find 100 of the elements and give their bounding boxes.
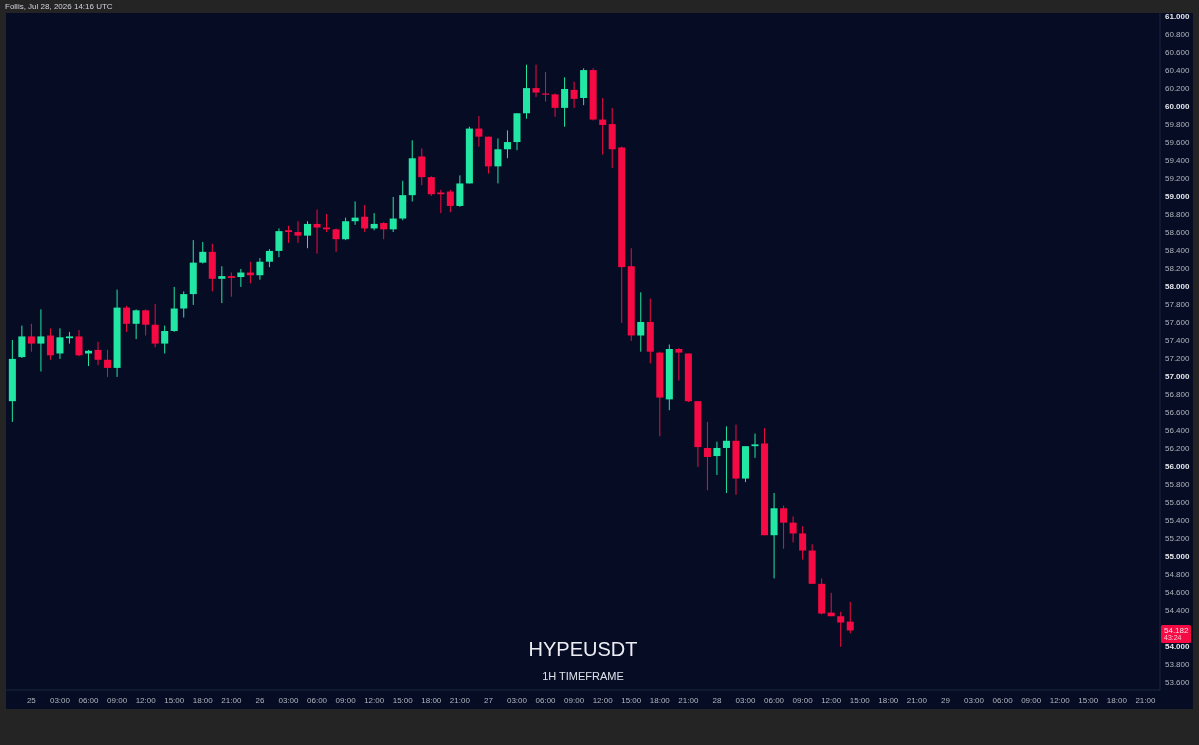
candlestick xyxy=(503,129,511,159)
y-tick-label: 58.200 xyxy=(1165,264,1191,274)
candlestick xyxy=(494,137,502,184)
x-tick-label: 03:00 xyxy=(506,696,528,706)
y-tick-label: 56.200 xyxy=(1165,443,1191,453)
x-tick-label: 09:00 xyxy=(107,696,128,706)
candlestick xyxy=(675,347,683,381)
candlestick xyxy=(199,241,207,265)
candlestick xyxy=(846,601,854,634)
x-tick-label: 15:00 xyxy=(849,696,871,706)
candlestick xyxy=(599,97,607,156)
x-tick-label: 18:00 xyxy=(421,696,442,706)
y-tick-label: 53.800 xyxy=(1165,659,1191,669)
x-tick-label: 21:00 xyxy=(221,696,242,706)
x-tick-label: 03:00 xyxy=(964,696,985,706)
x-tick-label: 03:00 xyxy=(735,696,757,706)
candlestick xyxy=(456,174,464,208)
y-tick-label: 55.000 xyxy=(1165,551,1191,561)
candlestick xyxy=(123,305,131,333)
candlestick xyxy=(275,227,283,258)
y-tick-label: 56.000 xyxy=(1165,461,1191,471)
candlestick xyxy=(303,220,312,249)
text: Follis, Jul 28, 2026 14:16 UTC xyxy=(5,2,113,12)
y-tick-label: 61.000 xyxy=(1165,12,1191,22)
x-tick-label: 27 xyxy=(483,696,494,706)
y-tick-label: 58.000 xyxy=(1165,282,1191,292)
candlestick xyxy=(256,257,264,281)
candlestick xyxy=(837,611,845,648)
candlestick xyxy=(722,425,730,494)
x-tick-label: 21:00 xyxy=(449,696,471,706)
y-tick-label: 55.200 xyxy=(1165,533,1191,543)
x-tick-label: 09:00 xyxy=(1021,696,1042,706)
y-tick-label: 59.000 xyxy=(1165,192,1191,202)
candlestick xyxy=(170,286,178,333)
candlestick xyxy=(532,64,540,98)
candlestick xyxy=(46,327,54,361)
candlestick xyxy=(713,441,721,476)
y-tick-label: 60.600 xyxy=(1165,48,1191,58)
x-tick-label: 09:00 xyxy=(335,696,357,706)
y-tick-label: 58.800 xyxy=(1165,210,1191,220)
candlestick xyxy=(27,323,35,353)
candlestick xyxy=(446,189,454,213)
y-tick-label: 55.600 xyxy=(1165,497,1191,507)
text: 54.182 xyxy=(1164,626,1190,636)
candlestick xyxy=(389,196,397,233)
x-tick-label: 28 xyxy=(712,696,722,706)
y-tick-label: 57.000 xyxy=(1165,372,1191,381)
candlestick xyxy=(294,220,302,244)
x-tick-label: 12:00 xyxy=(592,696,614,706)
y-tick-label: 56.400 xyxy=(1165,425,1191,435)
y-tick-label: 57.400 xyxy=(1165,336,1191,346)
x-tick-label: 12:00 xyxy=(135,696,157,706)
candlestick xyxy=(799,525,807,561)
candlestick xyxy=(542,71,550,103)
y-tick-label: 54.800 xyxy=(1165,569,1191,579)
y-tick-label: 60.400 xyxy=(1165,66,1191,76)
candlestick xyxy=(561,76,569,128)
y-tick-label: 60.000 xyxy=(1165,102,1191,112)
candlestick xyxy=(37,308,45,372)
y-tick-label: 56.800 xyxy=(1165,390,1191,399)
candlestick xyxy=(780,505,788,550)
x-tick-label: 06:00 xyxy=(764,696,785,706)
x-tick-label: 21:00 xyxy=(678,696,699,706)
text: 1H TIMEFRAME xyxy=(542,669,624,682)
candlestick xyxy=(399,180,407,221)
y-tick-label: 58.600 xyxy=(1165,228,1191,238)
y-tick-label: 54.600 xyxy=(1165,587,1191,597)
y-tick-label: 60.200 xyxy=(1165,84,1191,94)
x-tick-label: 21:00 xyxy=(906,696,928,706)
candlestick xyxy=(142,308,150,336)
y-tick-label: 59.400 xyxy=(1165,156,1191,166)
candlestick xyxy=(437,189,445,214)
y-tick-label: 59.600 xyxy=(1165,138,1191,148)
candlestick xyxy=(18,325,26,359)
x-tick-label: 12:00 xyxy=(1049,696,1071,706)
candlestick xyxy=(570,81,578,109)
x-tick-label: 09:00 xyxy=(564,696,585,706)
x-tick-label: 21:00 xyxy=(1135,696,1156,706)
y-tick-label: 59.200 xyxy=(1165,174,1191,184)
x-tick-label: 15:00 xyxy=(164,696,185,706)
candlestick xyxy=(332,227,340,253)
candlestick xyxy=(161,325,169,354)
y-tick-label: 58.400 xyxy=(1165,246,1191,256)
y-tick-label: 53.600 xyxy=(1165,677,1191,687)
candlestick xyxy=(180,290,188,319)
x-tick-label: 18:00 xyxy=(878,696,899,706)
candlestick xyxy=(637,291,645,353)
candlestick xyxy=(751,433,759,459)
y-tick-label: 55.800 xyxy=(1165,479,1191,489)
y-tick-label: 57.600 xyxy=(1165,318,1191,328)
candlestick xyxy=(475,115,483,148)
candlestick xyxy=(151,303,159,348)
candlestick xyxy=(132,308,140,340)
candlestick xyxy=(427,175,435,197)
candlestick xyxy=(75,329,83,357)
y-tick-label: 57.200 xyxy=(1165,354,1191,364)
candlestick xyxy=(789,515,797,543)
candlestick xyxy=(313,209,321,255)
text: HYPEUSDT xyxy=(528,638,638,661)
y-tick-label: 57.800 xyxy=(1165,300,1191,310)
